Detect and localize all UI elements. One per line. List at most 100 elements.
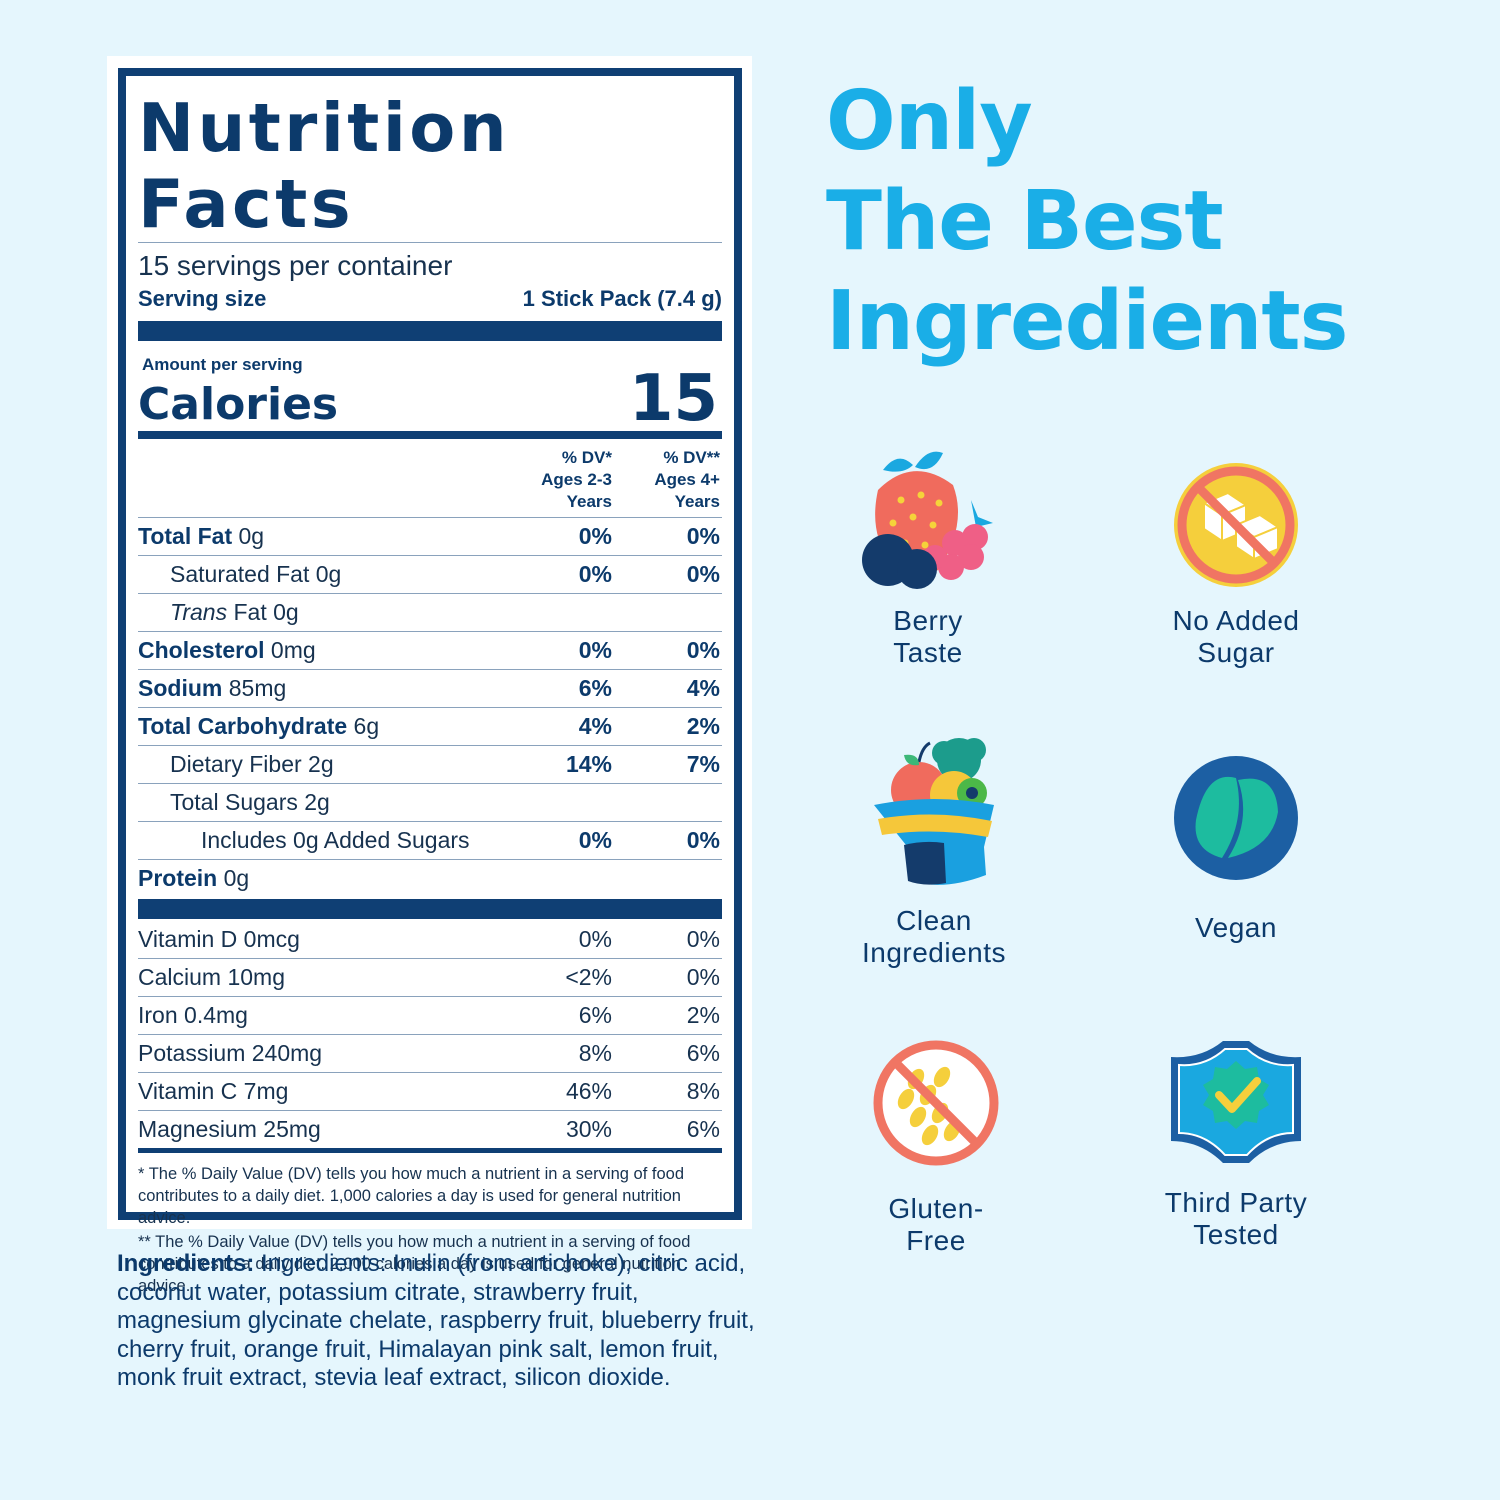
dv-ages-2-3: 0% — [578, 561, 612, 587]
nutrient-amount: Total Sugars 2g — [170, 789, 330, 815]
gluten-free-icon — [873, 1040, 999, 1166]
dv-ages-4-plus: 7% — [686, 751, 720, 777]
feature-label: Clean Ingredients — [861, 905, 1007, 968]
footnote-ages-2-3: * The % Daily Value (DV) tells you how m… — [138, 1165, 684, 1227]
ingredients-label: Ingredients: — [117, 1250, 255, 1277]
dv-ages-4-plus: 0% — [686, 637, 720, 663]
nutrient-name-bold: Protein — [138, 865, 218, 891]
ingredients-list: Ingredients: Inulin (from artichoke), ci… — [117, 1250, 755, 1391]
divider-medium — [138, 1148, 722, 1153]
vitamin-name: Vitamin C 7mg — [138, 1078, 289, 1104]
dv-ages-2-3: 0% — [578, 637, 612, 663]
calories-value: 15 — [628, 362, 718, 436]
dv-ages-4-plus: 6% — [686, 1040, 720, 1066]
dv-ages-4-plus: 2% — [686, 713, 720, 739]
feature-no-added-sugar: No Added Sugar — [1096, 455, 1376, 669]
nutrient-name: Protein 0g — [138, 865, 506, 892]
nutrient-name-bold: Cholesterol — [138, 637, 265, 663]
feature-berry-taste: Berry Taste — [788, 445, 1068, 669]
dv-header-ages-2-3: % DV* Ages 2-3 Years — [541, 448, 612, 511]
vitamin-row: Vitamin C 7mg 46% 8% — [138, 1072, 722, 1110]
berry-icon — [862, 451, 993, 589]
nutrient-row: Trans Fat 0g — [138, 593, 722, 631]
feature-clean-ingredients: Clean Ingredients — [794, 735, 1074, 969]
headline: Only The Best Ingredients — [826, 72, 1348, 372]
nutrient-amount: 85mg — [222, 675, 287, 701]
dv-ages-4-plus: 0% — [686, 926, 720, 952]
feature-gluten-free: Gluten- Free — [796, 1037, 1076, 1257]
nutrient-amount: 0g — [232, 523, 265, 549]
nutrient-name: Sodium 85mg — [138, 675, 506, 702]
nutrient-name-italic: Trans — [170, 599, 228, 625]
dv-ages-2-3: 6% — [578, 1002, 612, 1028]
feature-label: Gluten- Free — [888, 1193, 984, 1256]
nutrient-name: Includes 0g Added Sugars — [138, 827, 506, 854]
calories-label: Calories — [138, 379, 339, 430]
vitamin-name: Calcium 10mg — [138, 964, 285, 990]
nutrient-row: Sodium 85mg 6% 4% — [138, 669, 722, 707]
nutrient-name-bold: Total Carbohydrate — [138, 713, 348, 739]
dv-ages-2-3: 46% — [565, 1078, 612, 1104]
dv-ages-4-plus: 0% — [686, 561, 720, 587]
serving-size-row: Serving size 1 Stick Pack (7.4 g) — [138, 283, 722, 315]
dv-ages-4-plus: 8% — [686, 1078, 720, 1104]
nutrition-facts-title: Nutrition Facts — [138, 89, 511, 243]
nutrient-name: Total Carbohydrate 6g — [138, 713, 506, 740]
amount-per-serving: Amount per serving — [142, 355, 303, 374]
dv-ages-4-plus: 0% — [686, 827, 720, 853]
serving-size-value: 1 Stick Pack (7.4 g) — [522, 286, 722, 311]
nutrient-name: Cholesterol 0mg — [138, 637, 506, 664]
dv-ages-4-plus: 2% — [686, 1002, 720, 1028]
daily-value-header: % DV* Ages 2-3 Years % DV** Ages 4+ Year… — [138, 447, 722, 517]
divider — [138, 242, 722, 243]
nutrition-facts-panel: Nutrition Facts 15 servings per containe… — [118, 68, 742, 1295]
dv-ages-2-3: 0% — [578, 523, 612, 549]
divider-bold — [138, 899, 722, 919]
vitamin-row: Magnesium 25mg 30% 6% — [138, 1110, 722, 1148]
dv-ages-4-plus: 6% — [686, 1116, 720, 1142]
no-sugar-icon — [1174, 463, 1298, 587]
calories-row: Calories 15 — [138, 362, 722, 436]
nutrient-amount: 0g — [217, 865, 250, 891]
nutrient-row: Total Fat 0g 0% 0% — [138, 517, 722, 555]
nutrient-row: Saturated Fat 0g 0% 0% — [138, 555, 722, 593]
third-party-tested-icon — [1171, 1041, 1301, 1163]
feature-label: Berry Taste — [893, 605, 963, 668]
nutrient-amount: Includes 0g Added Sugars — [201, 827, 470, 853]
vitamin-name: Vitamin D 0mcg — [138, 926, 300, 952]
headline-line-1: Only — [826, 74, 1033, 169]
headline-line-2: The Best — [826, 174, 1224, 269]
dv-ages-2-3: 0% — [578, 827, 612, 853]
footnote-ages-4-plus: ** The % Daily Value (DV) tells you how … — [138, 1233, 691, 1295]
dv-ages-4-plus: 0% — [686, 964, 720, 990]
nutrient-amount: 0mg — [264, 637, 316, 663]
headline-line-3: Ingredients — [826, 274, 1348, 369]
dv-ages-2-3: <2% — [565, 964, 612, 990]
clean-ingredients-icon — [874, 738, 994, 885]
feature-label: Vegan — [1195, 912, 1277, 943]
nutrient-row: Total Sugars 2g — [138, 783, 722, 821]
nutrient-name: Total Sugars 2g — [138, 789, 506, 816]
nutrient-amount: 6g — [347, 713, 380, 739]
divider-medium — [138, 431, 722, 439]
dv-ages-2-3: 6% — [578, 675, 612, 701]
feature-third-party-tested: Third Party Tested — [1096, 1037, 1376, 1251]
nutrient-row: Protein 0g — [138, 859, 722, 897]
vitamin-rows: Vitamin D 0mcg 0% 0% Calcium 10mg <2% 0% Iron … — [138, 921, 722, 1148]
dv-ages-2-3: 4% — [578, 713, 612, 739]
vitamin-row: Iron 0.4mg 6% 2% — [138, 996, 722, 1034]
dv-ages-2-3: 30% — [565, 1116, 612, 1142]
nutrient-row: Cholesterol 0mg 0% 0% — [138, 631, 722, 669]
dv-ages-4-plus: 4% — [686, 675, 720, 701]
nutrient-name-bold: Total Fat — [138, 523, 233, 549]
nutrient-amount: Saturated Fat 0g — [170, 561, 342, 587]
serving-size-label: Serving size — [138, 286, 267, 311]
vitamin-row: Vitamin D 0mcg 0% 0% — [138, 921, 722, 958]
ingredients-text: Ingredients: Ingredients: Inulin (from a… — [117, 1250, 757, 1393]
dv-header-ages-4-plus: % DV** Ages 4+ Years — [654, 448, 720, 511]
dv-ages-2-3: 0% — [578, 926, 612, 952]
footnotes: * The % Daily Value (DV) tells you how m… — [138, 1163, 722, 1297]
nutrient-name: Saturated Fat 0g — [138, 561, 506, 588]
dv-ages-4-plus: 0% — [686, 523, 720, 549]
nutrient-row: Includes 0g Added Sugars 0% 0% — [138, 821, 722, 859]
